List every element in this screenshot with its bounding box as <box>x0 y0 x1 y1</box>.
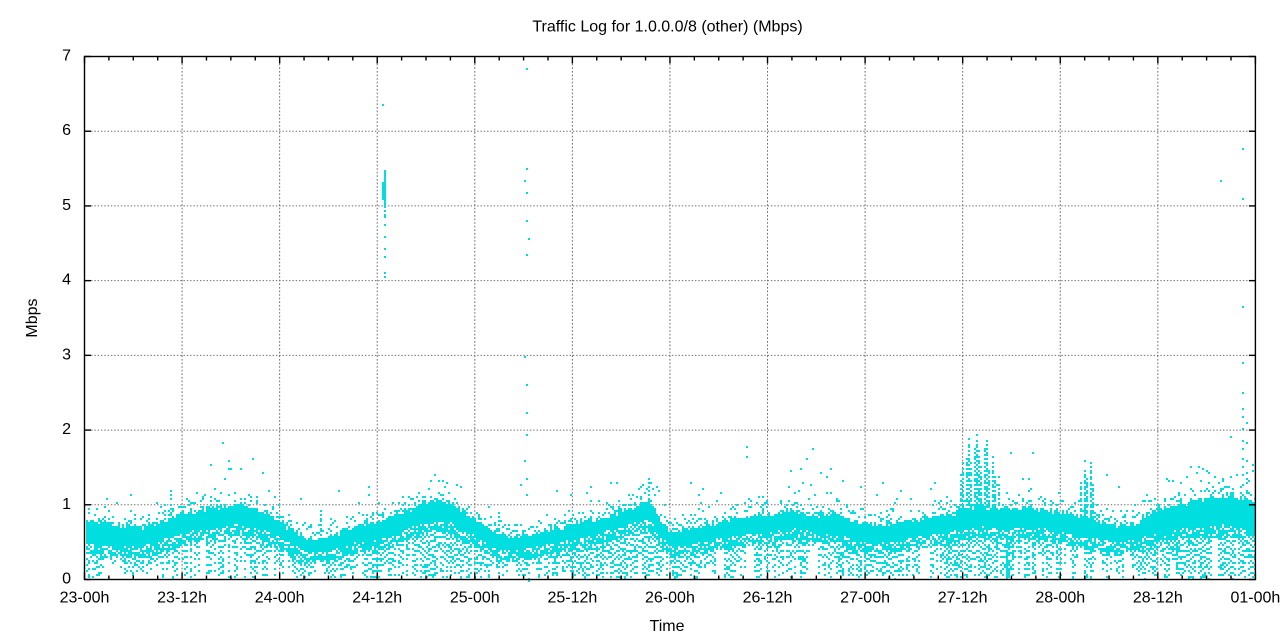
svg-text:Traffic Log for 1.0.0.0/8 (oth: Traffic Log for 1.0.0.0/8 (other) (Mbps) <box>532 19 802 36</box>
svg-text:25-12h: 25-12h <box>547 590 597 607</box>
svg-text:23-00h: 23-00h <box>60 590 110 607</box>
svg-text:24-12h: 24-12h <box>352 590 402 607</box>
svg-text:Mbps: Mbps <box>24 298 41 337</box>
svg-text:24-00h: 24-00h <box>255 590 305 607</box>
svg-text:25-00h: 25-00h <box>450 590 500 607</box>
svg-text:28-12h: 28-12h <box>1133 590 1183 607</box>
svg-text:28-00h: 28-00h <box>1035 590 1085 607</box>
svg-text:01-00h: 01-00h <box>1230 590 1280 607</box>
svg-text:23-12h: 23-12h <box>157 590 207 607</box>
svg-text:27-12h: 27-12h <box>938 590 988 607</box>
svg-text:26-12h: 26-12h <box>743 590 793 607</box>
svg-text:Time: Time <box>650 618 685 635</box>
svg-text:4: 4 <box>62 272 71 289</box>
svg-text:27-00h: 27-00h <box>840 590 890 607</box>
svg-text:5: 5 <box>62 197 71 214</box>
svg-text:6: 6 <box>62 122 71 139</box>
svg-text:1: 1 <box>62 496 71 513</box>
svg-text:2: 2 <box>62 421 71 438</box>
svg-text:0: 0 <box>62 571 71 588</box>
svg-text:26-00h: 26-00h <box>645 590 695 607</box>
svg-text:7: 7 <box>62 48 71 65</box>
svg-text:3: 3 <box>62 346 71 363</box>
